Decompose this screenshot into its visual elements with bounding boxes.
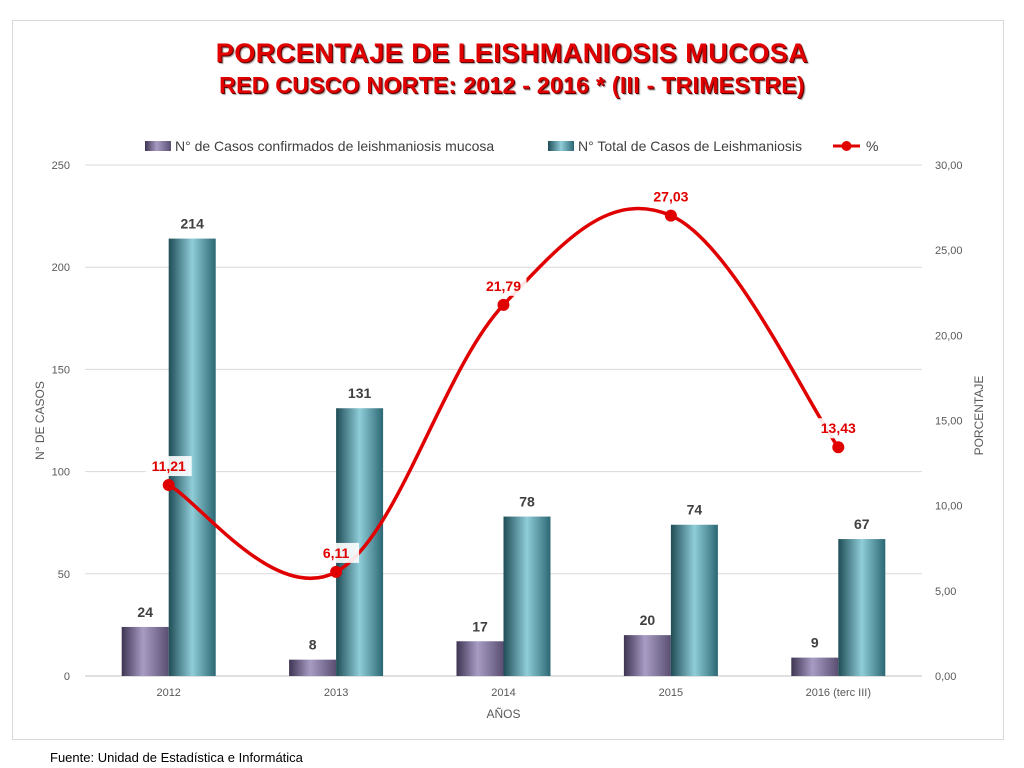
- chart-title-line2: RED CUSCO NORTE: 2012 - 2016 * (III - TR…: [219, 72, 805, 98]
- data-label-percent: 11,21: [152, 458, 186, 474]
- percent-label-bg: [313, 542, 360, 563]
- data-label-mucosa: 8: [309, 637, 317, 653]
- data-label-percent: 13,43: [821, 420, 856, 436]
- x-tick-label: 2012: [156, 687, 180, 699]
- y-tick-label: 200: [52, 262, 70, 274]
- bar-total: [336, 408, 384, 676]
- y-tick-label: 250: [52, 160, 70, 172]
- y-tick-label: 150: [52, 364, 70, 376]
- legend-label-mucosa: N° de Casos confirmados de leishmaniosis…: [175, 138, 494, 154]
- percent-point: [497, 298, 510, 311]
- bar-total: [670, 524, 718, 676]
- data-label-mucosa: 9: [811, 635, 819, 651]
- bar-mucosa: [121, 626, 169, 676]
- x-axis-title: AÑOS: [486, 707, 520, 721]
- y2-tick-label: 0,00: [935, 671, 956, 683]
- data-label-percent: 27,03: [653, 189, 688, 205]
- data-label-percent: 21,79: [486, 278, 521, 294]
- y-axis-title: N° DE CASOS: [33, 381, 47, 460]
- percent-label-bg: [145, 456, 192, 477]
- percent-label-bg: [647, 186, 694, 207]
- axes: 0 50 100 150 200 250 0,00 5,00 10,00 15,00 20,00 25…: [33, 160, 986, 721]
- bar-total: [503, 516, 551, 676]
- y2-tick-label: 10,00: [935, 501, 963, 513]
- x-tick-label: 2015: [659, 687, 683, 699]
- percent-line: [162, 206, 845, 581]
- data-label-total: 78: [519, 494, 535, 510]
- percent-point: [162, 479, 175, 492]
- y2-tick-label: 30,00: [935, 160, 963, 172]
- data-label-percent: 6,11: [323, 545, 350, 561]
- bar-mucosa: [791, 657, 839, 676]
- y2-axis-title: PORCENTAJE: [972, 376, 986, 456]
- bar-mucosa: [623, 635, 671, 676]
- chart-title-line1: PORCENTAJE DE LEISHMANIOSIS MUCOSA: [215, 38, 809, 68]
- y2-tick-label: 15,00: [935, 416, 963, 428]
- percent-point: [832, 441, 845, 454]
- x-tick-label: 2014: [491, 687, 515, 699]
- x-tick-label: 2016 (terc III): [806, 687, 871, 699]
- legend-label-percent: %: [866, 138, 878, 154]
- y-tick-label: 100: [52, 467, 70, 479]
- percent-label-bg: [815, 418, 862, 439]
- source-note: Fuente: Unidad de Estadística e Informát…: [50, 750, 303, 765]
- x-tick-label: 2013: [324, 687, 348, 699]
- legend-label-total: N° Total de Casos de Leishmaniosis: [578, 138, 802, 154]
- data-label-total: 131: [348, 385, 372, 401]
- y-tick-label: 0: [64, 671, 70, 683]
- data-label-mucosa: 24: [137, 604, 153, 620]
- percent-point: [330, 565, 343, 578]
- data-label-mucosa: 17: [472, 618, 488, 634]
- percent-point: [664, 209, 677, 222]
- chart-title: PORCENTAJE DE LEISHMANIOSIS MUCOSA RED C…: [0, 36, 1024, 100]
- data-label-mucosa: 20: [640, 612, 656, 628]
- y2-tick-label: 25,00: [935, 245, 963, 257]
- legend: N° de Casos confirmados de leishmaniosis…: [145, 138, 878, 154]
- bar-total: [838, 539, 886, 676]
- data-label-total: 67: [854, 516, 870, 532]
- legend-swatch-percent-point: [841, 141, 852, 151]
- bar-mucosa: [289, 659, 337, 676]
- data-label-total: 74: [687, 502, 703, 518]
- percent-label-bg: [480, 275, 527, 296]
- legend-swatch-mucosa: [145, 141, 171, 151]
- y2-tick-label: 5,00: [935, 586, 956, 598]
- bar-mucosa: [456, 641, 504, 676]
- data-labels: 24 214 8 131 17 78 20 74 9 67 11,21 6,11 21,79 27,03 1…: [137, 186, 870, 653]
- y2-tick-label: 20,00: [935, 330, 963, 342]
- legend-swatch-total: [548, 141, 574, 151]
- bars: [121, 238, 886, 677]
- data-label-total: 214: [181, 216, 205, 232]
- y-tick-label: 50: [58, 569, 70, 581]
